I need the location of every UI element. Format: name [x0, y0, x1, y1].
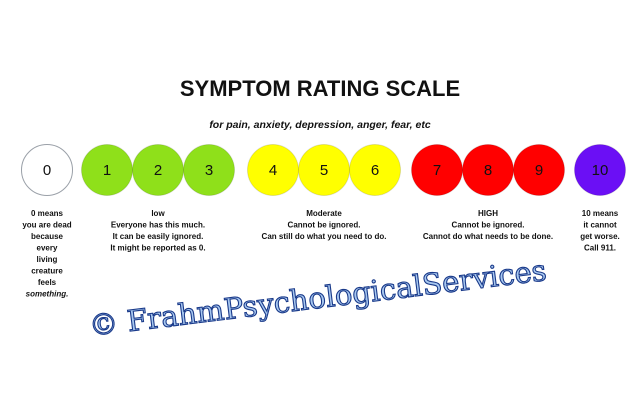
description-line: Everyone has this much.: [111, 221, 205, 230]
rating-circle: [574, 144, 626, 196]
rating-circle: [349, 144, 401, 196]
description-line: HIGH: [478, 209, 498, 218]
subtitle: for pain, anxiety, depression, anger, fe…: [209, 119, 431, 131]
description-line: feels: [38, 278, 57, 287]
description-line: it cannot: [583, 221, 617, 230]
rating-number: 4: [269, 162, 277, 179]
rating-number: 10: [592, 162, 609, 179]
title: SYMPTOM RATING SCALE: [180, 76, 460, 101]
description-line: Moderate: [306, 209, 342, 218]
descriptions: 0 means you are dead because every living cre…: [22, 209, 619, 299]
rating-number: 5: [320, 162, 328, 179]
rating-number: 7: [433, 162, 441, 179]
rating-number: 9: [535, 162, 543, 179]
rating-circle: [513, 144, 565, 196]
description-line: 10 means: [582, 209, 619, 218]
watermark: © FrahmPsychologicalServices: [87, 253, 548, 343]
rating-number: 0: [43, 162, 51, 179]
description-line: Cannot do what needs to be done.: [423, 232, 553, 241]
rating-number: 3: [205, 162, 213, 179]
description-line: It might be reported as 0.: [110, 244, 205, 253]
rating-circle: [183, 144, 235, 196]
description-line: 0 means: [31, 209, 64, 218]
rating-circles: 0 1 2 3 4 5 6 7 8 9 10: [21, 144, 626, 196]
rating-number: 8: [484, 162, 492, 179]
description-line: It can be easily ignored.: [113, 232, 204, 241]
description-line: Cannot be ignored.: [452, 221, 525, 230]
description-line: Can still do what you need to do.: [262, 232, 387, 241]
rating-number: 2: [154, 162, 162, 179]
description-line: get worse.: [580, 232, 620, 241]
description-line: low: [151, 209, 165, 218]
description-line: you are dead: [22, 221, 71, 230]
rating-number: 6: [371, 162, 379, 179]
description-line: because: [31, 232, 64, 241]
description-line: something.: [26, 290, 69, 299]
description-line: Call 911.: [584, 244, 616, 253]
rating-circle: [21, 144, 73, 196]
description-line: every: [37, 244, 58, 253]
description-line: Cannot be ignored.: [288, 221, 361, 230]
description-line: living: [37, 255, 58, 264]
description-line: creature: [31, 267, 63, 276]
rating-number: 1: [103, 162, 111, 179]
